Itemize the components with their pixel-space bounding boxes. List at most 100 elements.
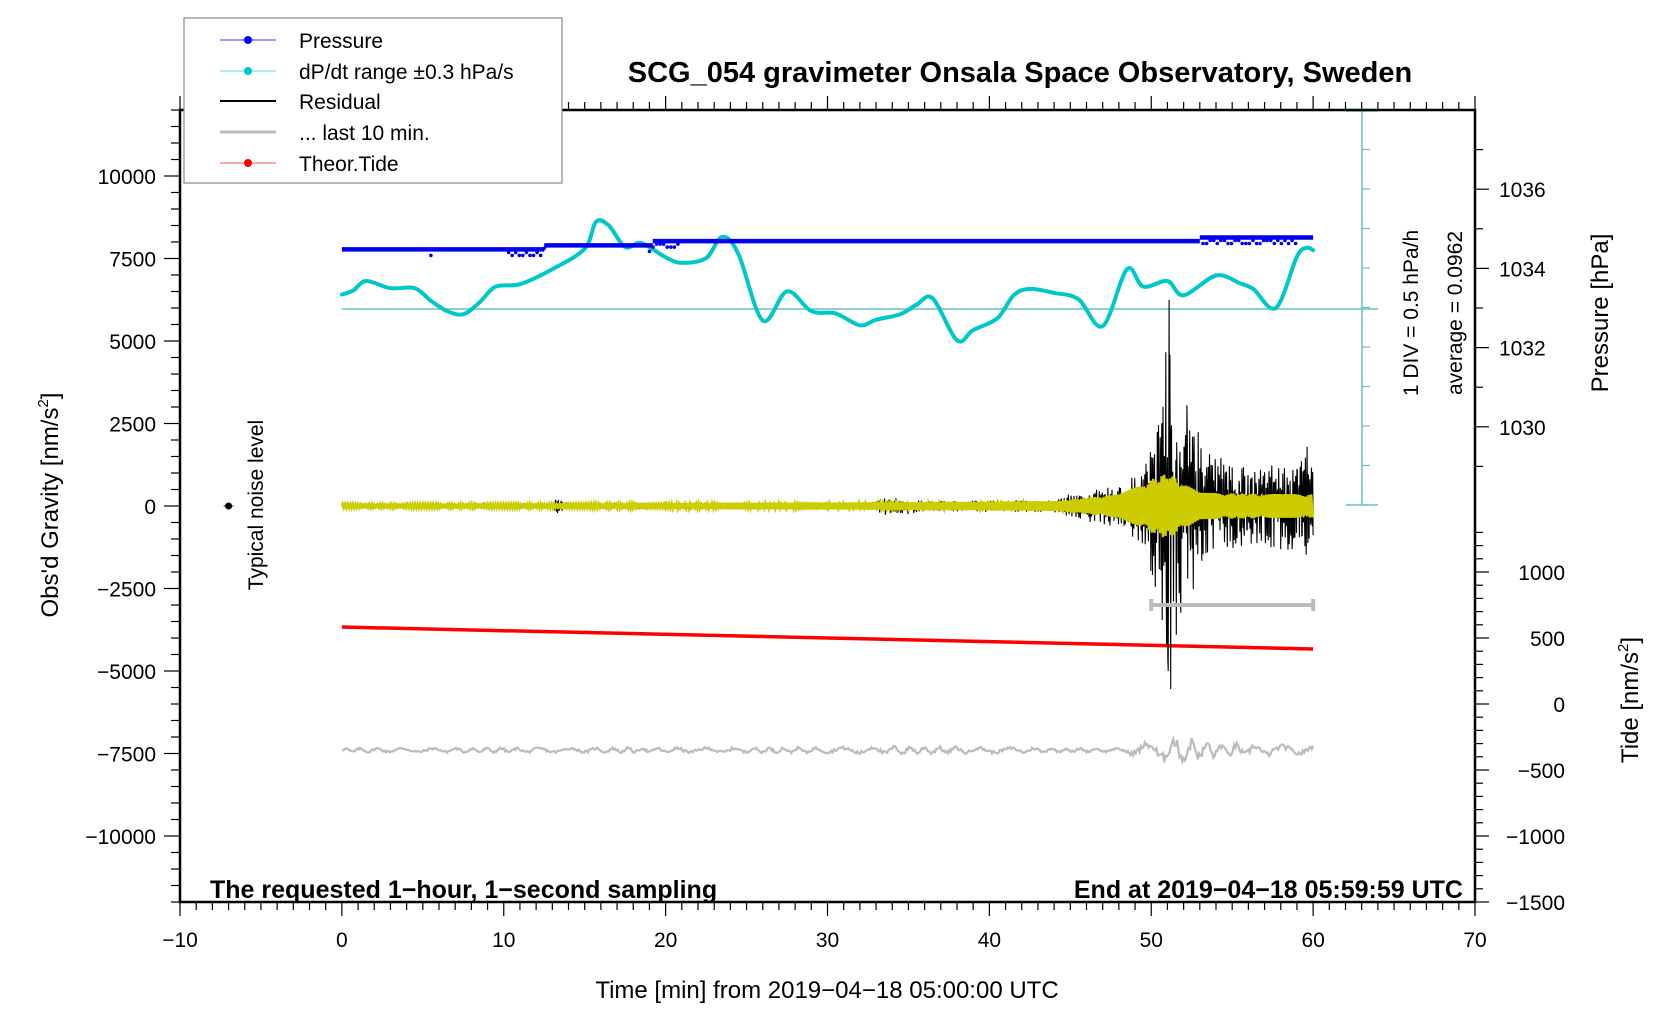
tide-line — [341, 625, 1314, 651]
pressure-dot — [506, 250, 511, 255]
pressure-dot — [1211, 238, 1216, 243]
y-left-axis-title: Obs'd Gravity [nm/s2] — [35, 393, 64, 618]
x-tick-label: 40 — [978, 929, 1001, 952]
filtered-trace — [340, 474, 1315, 538]
pressure-axis-title: Pressure [hPa] — [1587, 234, 1614, 393]
tide-series — [341, 625, 1314, 651]
pressure-tick-label: 1036 — [1499, 179, 1546, 202]
pressure-dot — [521, 253, 525, 258]
y-left-tick-label: 5000 — [109, 331, 156, 354]
pressure-dot — [1247, 241, 1252, 246]
x-tick-label: 60 — [1301, 929, 1324, 952]
x-tick-label: 10 — [492, 929, 515, 952]
pressure-dot — [1236, 238, 1241, 243]
y-left-axis-title-main: Obs'd Gravity [nm/s — [37, 408, 64, 618]
legend-label-pressure: Pressure — [299, 30, 383, 53]
filtered-series — [340, 474, 1315, 538]
tide-tick-label: 500 — [1530, 628, 1565, 651]
tide-tick-label: 1000 — [1518, 562, 1565, 585]
pressure-dot — [665, 245, 670, 249]
legend-tide-dot — [244, 159, 252, 167]
legend-entry-pressure: Pressure — [220, 30, 383, 53]
last10-series — [341, 735, 1315, 766]
pressure-dot — [1219, 238, 1223, 243]
tide-tick-label: −500 — [1518, 760, 1565, 783]
y-left-tick-label: 10000 — [98, 166, 156, 189]
y-left-axis-title-sup: 2 — [35, 399, 52, 407]
pressure-dot — [510, 253, 514, 258]
pressure-dot — [538, 253, 543, 258]
x-tick-label: 20 — [654, 929, 677, 952]
y-left-tick-label: 2500 — [109, 414, 156, 437]
pressure-dot — [1283, 238, 1287, 243]
x-tick-label: 70 — [1463, 929, 1486, 952]
pressure-dot — [654, 242, 659, 246]
tide-axis-ticks: 1000 500 0 −500 −1000 −1500 — [1475, 531, 1565, 915]
legend-entry-dpdt: dP/dt range ±0.3 hPa/s — [220, 61, 514, 84]
pressure-dot — [535, 250, 539, 255]
pressure-dot — [676, 242, 680, 246]
pressure-dot — [1243, 241, 1248, 246]
pressure-dot — [669, 245, 673, 249]
legend-entry-tide: Theor.Tide — [220, 153, 399, 176]
pressure-dot — [1229, 241, 1234, 246]
y-left-axis-title-close: ] — [37, 393, 64, 400]
pressure-dot — [1293, 241, 1298, 246]
x-axis-title: Time [min] from 2019−04−18 05:00:00 UTC — [595, 977, 1058, 1004]
pressure-dot — [542, 246, 547, 251]
pressure-dot — [1261, 238, 1266, 243]
y-left-tick-label: −7500 — [97, 744, 156, 767]
pressure-dot — [1276, 238, 1280, 243]
y-left-tick-label: 0 — [144, 496, 156, 519]
pressure-dot — [1215, 241, 1220, 246]
y-left-tick-label: −5000 — [97, 661, 156, 684]
pressure-dot — [1222, 238, 1227, 243]
y-left-tick-label: −10000 — [85, 826, 156, 849]
tide-axis-title-sup: 2 — [1615, 644, 1632, 652]
pressure-tick-label: 1030 — [1499, 417, 1546, 440]
tide-tick-label: −1000 — [1506, 826, 1565, 849]
pressure-dot — [1226, 241, 1230, 246]
legend-label-dpdt: dP/dt range ±0.3 hPa/s — [299, 61, 514, 84]
pressure-dot — [1279, 241, 1284, 246]
pressure-series — [341, 235, 1314, 258]
pressure-dot — [661, 242, 666, 246]
end-time-annotation: End at 2019−04−18 05:59:59 UTC — [1074, 876, 1463, 904]
legend-entry-last10: ... last 10 min. — [220, 122, 430, 145]
legend-label-tide: Theor.Tide — [299, 153, 399, 176]
pressure-dot — [1208, 238, 1212, 243]
pressure-dot — [658, 242, 662, 246]
pressure-dot — [1254, 241, 1259, 246]
tide-tick-label: 0 — [1553, 694, 1565, 717]
pressure-dot — [524, 250, 529, 255]
legend-label-last10: ... last 10 min. — [299, 122, 430, 145]
x-tick-label: 30 — [816, 929, 839, 952]
dpdt-scale-bar — [341, 110, 1378, 506]
dpdt-series — [339, 218, 1316, 344]
pressure-dot — [517, 253, 522, 258]
legend-dpdt-dot — [244, 67, 252, 75]
legend-pressure-dot — [244, 36, 252, 44]
pressure-dot — [1240, 241, 1245, 246]
pressure-dot — [1204, 241, 1209, 246]
pressure-dot — [531, 253, 536, 258]
dpdt-curve — [339, 218, 1316, 344]
pressure-dot — [647, 249, 652, 254]
chart-title: SCG_054 gravimeter Onsala Space Observat… — [628, 57, 1412, 89]
legend-entry-residual: Residual — [220, 91, 381, 114]
pressure-tick-label: 1032 — [1499, 338, 1546, 361]
pressure-dot — [1251, 238, 1255, 243]
tide-tick-label: −1500 — [1506, 892, 1565, 915]
pressure-dot — [1286, 241, 1291, 246]
y-left-tick-label: 7500 — [109, 249, 156, 272]
noise-marker — [223, 502, 234, 510]
legend-label-residual: Residual — [299, 91, 381, 114]
pressure-dot — [1268, 238, 1273, 243]
pressure-axis-ticks: 1036 1034 1032 1030 — [1475, 149, 1546, 467]
div-label: 1 DIV = 0.5 hPa/h — [1400, 230, 1423, 396]
pressure-dot — [651, 245, 655, 249]
pressure-dot — [1258, 241, 1262, 246]
pressure-dot — [513, 250, 518, 255]
sampling-annotation: The requested 1−hour, 1−second sampling — [210, 876, 717, 904]
